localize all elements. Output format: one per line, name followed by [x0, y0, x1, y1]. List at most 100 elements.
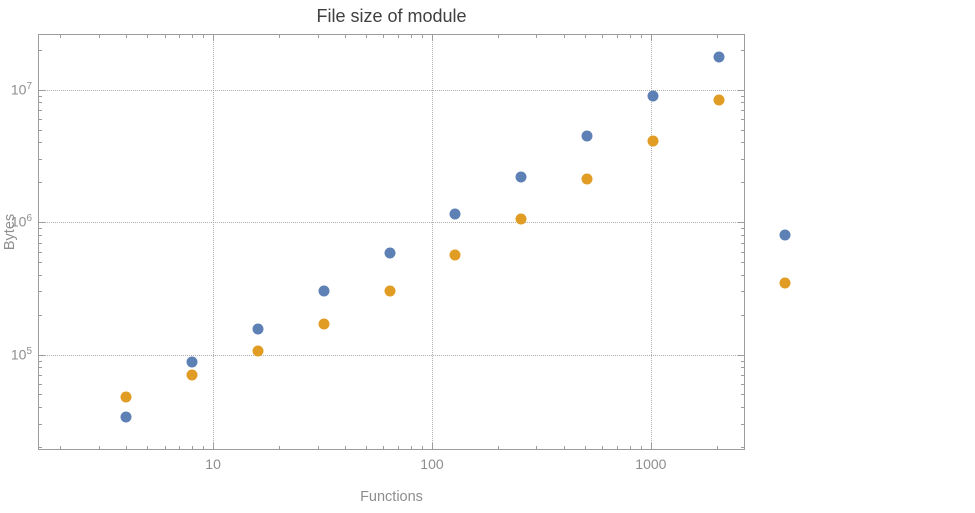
x-tick-mark — [179, 35, 181, 38]
x-tick-mark — [616, 35, 618, 38]
outside-data-point — [779, 229, 791, 241]
y-tick-mark — [39, 110, 42, 112]
x-tick-mark — [584, 446, 586, 449]
y-gridline — [39, 354, 744, 356]
x-gridline — [213, 35, 215, 449]
y-tick-mark — [738, 89, 744, 91]
x-tick-mark — [164, 446, 166, 449]
x-tick-mark — [383, 35, 385, 38]
y-tick-label: 106 — [10, 213, 32, 230]
x-tick-mark — [191, 35, 193, 38]
x-tick-mark — [616, 446, 618, 449]
x-tick-mark — [366, 35, 368, 38]
y-tick-mark — [741, 110, 744, 112]
data-point — [186, 369, 198, 381]
y-tick-mark — [741, 242, 744, 244]
y-tick-mark — [39, 129, 42, 131]
y-tick-mark — [39, 314, 42, 316]
data-point — [581, 130, 593, 142]
y-tick-mark — [741, 394, 744, 396]
data-point — [515, 213, 527, 225]
y-tick-mark — [741, 182, 744, 184]
x-tick-mark — [563, 446, 565, 449]
data-point — [647, 90, 659, 102]
data-point — [318, 285, 330, 297]
y-tick-mark — [39, 119, 42, 121]
x-tick-mark — [497, 35, 499, 38]
x-tick-mark — [203, 35, 205, 38]
x-tick-mark — [317, 35, 319, 38]
y-tick-mark — [39, 360, 42, 362]
x-tick-mark — [410, 446, 412, 449]
y-tick-mark — [39, 375, 42, 377]
x-tick-mark — [383, 446, 385, 449]
x-tick-mark — [344, 446, 346, 449]
data-point — [449, 249, 461, 261]
x-tick-mark — [126, 446, 127, 449]
y-tick-mark — [741, 95, 744, 97]
data-point — [318, 318, 330, 330]
data-point — [252, 345, 264, 357]
y-tick-mark — [741, 360, 744, 362]
y-tick-mark — [741, 447, 744, 449]
x-tick-mark — [431, 443, 433, 449]
y-tick-label: 105 — [10, 345, 32, 363]
x-tick-mark — [536, 35, 538, 38]
data-point — [581, 173, 593, 185]
data-point — [515, 171, 527, 183]
y-tick-mark — [39, 354, 45, 356]
y-tick-mark — [741, 407, 744, 409]
x-tick-mark — [716, 35, 718, 38]
y-tick-mark — [741, 262, 744, 263]
x-tick-mark — [536, 446, 538, 449]
x-tick-mark — [98, 35, 100, 38]
x-tick-mark — [602, 35, 604, 38]
x-tick-mark — [60, 35, 62, 38]
x-tick-mark — [126, 35, 127, 38]
x-tick-mark — [60, 446, 62, 449]
y-tick-mark — [39, 95, 42, 97]
y-tick-mark — [39, 228, 42, 230]
y-tick-mark — [741, 384, 744, 385]
x-tick-mark — [278, 446, 280, 449]
y-tick-mark — [741, 375, 744, 377]
y-gridline — [39, 222, 744, 224]
y-tick-mark — [741, 158, 744, 160]
y-tick-mark — [39, 234, 42, 236]
x-tick-mark — [147, 446, 149, 449]
x-tick-mark — [410, 35, 412, 38]
y-tick-mark — [741, 367, 744, 369]
x-tick-mark — [147, 35, 149, 38]
y-tick-mark — [741, 102, 744, 104]
x-gridline — [650, 35, 652, 449]
data-point — [120, 391, 132, 403]
y-tick-mark — [39, 251, 42, 253]
x-tick-mark — [164, 35, 166, 38]
x-tick-mark — [98, 446, 100, 449]
x-tick-mark — [203, 446, 205, 449]
y-tick-mark — [39, 49, 42, 51]
x-tick-mark — [317, 446, 319, 449]
y-tick-mark — [39, 158, 42, 160]
data-point — [647, 135, 659, 147]
y-tick-mark — [741, 119, 744, 121]
y-tick-mark — [39, 102, 42, 104]
x-tick-mark — [213, 443, 215, 449]
chart-title: File size of module — [316, 6, 467, 26]
x-tick-mark — [640, 35, 642, 38]
x-tick-mark — [344, 35, 346, 38]
x-tick-mark — [650, 443, 652, 449]
y-tick-label: 107 — [10, 80, 32, 98]
x-tick-mark — [191, 446, 193, 449]
x-tick-mark — [650, 35, 652, 41]
y-tick-mark — [738, 222, 744, 224]
y-axis-label: Bytes — [2, 213, 18, 251]
data-point — [713, 94, 725, 106]
x-tick-mark — [431, 35, 433, 41]
x-tick-mark — [629, 446, 631, 449]
data-point — [252, 323, 264, 335]
y-tick-mark — [39, 142, 42, 144]
x-tick-mark — [584, 35, 586, 38]
x-tick-label: 100 — [420, 456, 444, 472]
